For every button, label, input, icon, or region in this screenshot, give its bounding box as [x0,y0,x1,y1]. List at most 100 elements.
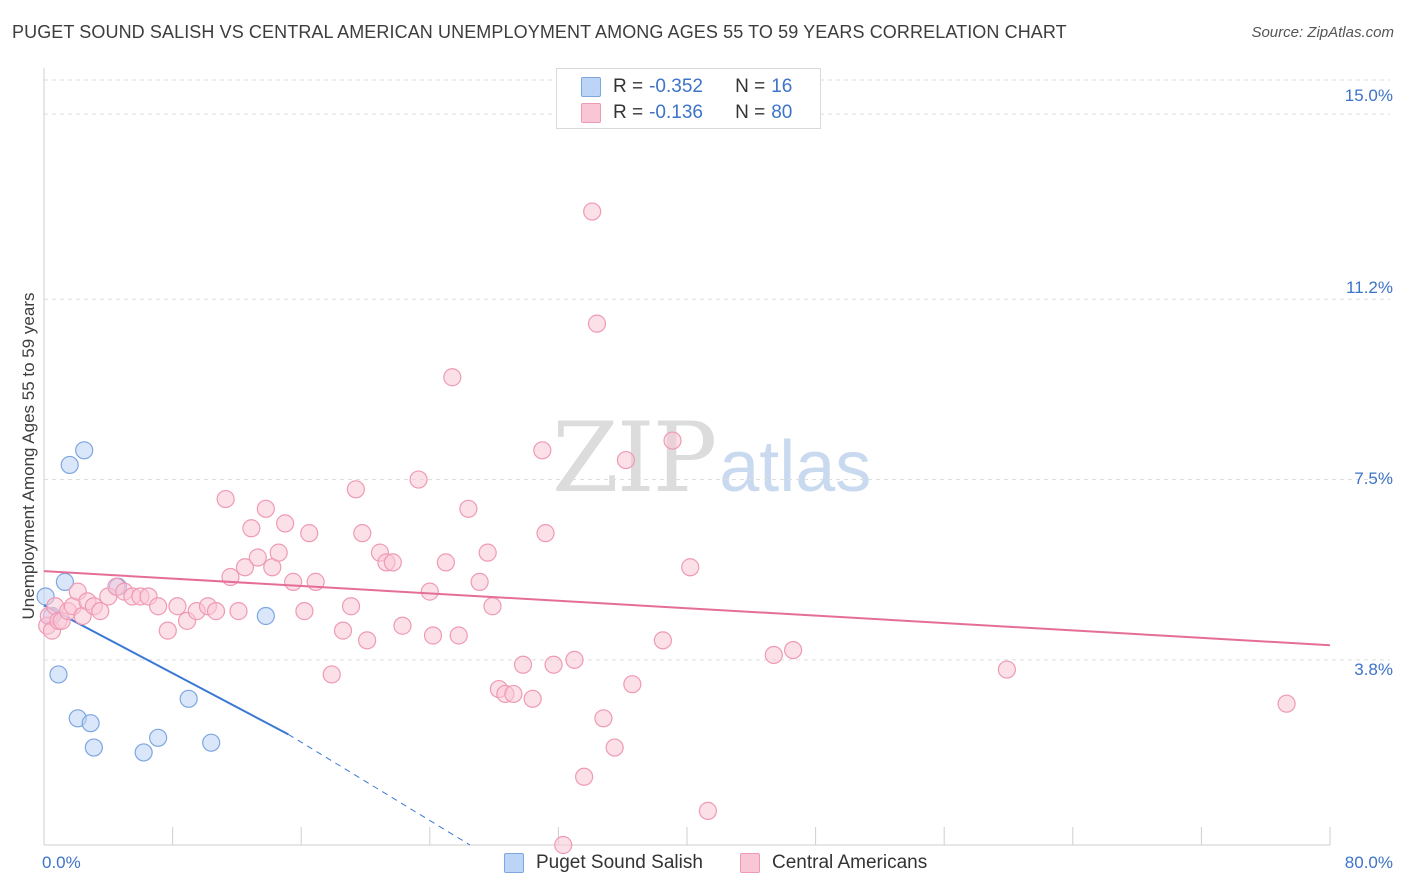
data-point [75,441,94,460]
trend-line [43,570,1331,647]
data-point [616,450,636,470]
legend-r-value: -0.352 [649,76,703,97]
data-point [276,514,295,533]
data-point [168,597,187,616]
data-point [216,489,235,509]
x-tick-label: 80.0% [1344,853,1393,872]
legend-n-label: N = [735,102,766,123]
data-point [575,767,594,786]
data-point [60,455,79,475]
y-tick-label: 7.5% [1354,469,1393,488]
legend-item-puget-sound-salish: Puget Sound Salish [504,852,703,874]
watermark-atlas: atlas [719,427,872,507]
data-point [436,553,455,572]
data-point [513,655,533,674]
y-axis-label: Unemployment Among Ages 55 to 59 years [19,292,38,620]
data-point [523,689,542,708]
data-point [663,431,682,450]
legend-item-central-americans: Central Americans [740,852,927,874]
data-point [533,441,552,460]
data-point [91,602,110,621]
data-point [300,524,319,543]
data-point [997,660,1016,679]
legend-r-label: R = [613,102,644,123]
data-point [544,655,563,674]
data-point [409,470,428,489]
data-point [681,558,700,577]
data-point [583,202,602,221]
series-legend: Puget Sound Salish Central Americans [0,852,1406,878]
data-point [504,684,523,704]
source-credit: Source: ZipAtlas.com [1251,24,1394,41]
y-tick-label: 11.2% [1346,278,1393,297]
data-point [202,733,221,752]
data-point [353,524,372,543]
data-point [149,597,168,616]
data-point [483,597,502,616]
data-point [235,558,255,577]
data-point [1277,694,1296,713]
chart-title: PUGET SOUND SALISH VS CENTRAL AMERICAN U… [12,22,1067,42]
data-point [470,572,489,591]
trend-line-extension [288,733,471,846]
legend-swatch-blue [504,853,524,873]
legend-swatch-pink [740,853,760,873]
data-point [554,835,573,855]
correlation-legend: R = -0.352 N = 16 R = -0.136 N = 80 [556,68,821,129]
data-point [149,728,168,747]
data-point [341,597,361,616]
data-point [605,738,624,757]
data-point [256,499,275,518]
data-point [55,572,74,591]
data-point [764,645,783,665]
data-point [393,616,412,635]
y-tick-label: 3.8% [1354,660,1393,679]
data-point [269,543,288,562]
data-point [229,602,248,621]
data-point [206,602,226,621]
data-point [81,714,100,733]
watermark: ZIPatlas [552,402,871,514]
data-point [248,548,267,567]
data-point [295,602,314,621]
data-point [49,665,68,684]
data-point [84,738,103,757]
data-point [322,665,341,684]
legend-n-value: 80 [771,102,793,123]
data-point [783,640,803,660]
data-point [536,524,555,543]
data-point [134,743,153,762]
data-point [459,499,478,518]
legend-row-puget-sound-salish: R = -0.352 N = 16 [581,75,792,99]
data-point [478,543,497,562]
data-point [179,689,198,708]
data-point [242,519,261,538]
data-point [698,801,717,820]
legend-swatch-pink [581,103,601,123]
y-tick-label: 15.0% [1344,86,1393,105]
x-tick-label: 0.0% [42,853,81,872]
data-point [358,631,377,650]
data-point [383,553,402,572]
data-point [346,480,365,499]
legend-item-label: Puget Sound Salish [536,852,703,873]
data-point [420,582,439,601]
data-point [449,626,468,645]
data-point [158,621,177,640]
data-point [565,650,584,669]
legend-n-label: N = [735,76,766,97]
data-point [333,621,353,640]
data-point [594,709,613,728]
legend-row-central-americans: R = -0.136 N = 80 [581,101,792,125]
data-point [284,572,303,591]
data-point [256,606,275,626]
trend-line [43,604,289,736]
data-point [587,314,607,333]
data-point [653,631,672,650]
legend-item-label: Central Americans [772,852,928,873]
legend-r-label: R = [613,76,644,97]
data-point [443,368,462,387]
legend-n-value: 16 [771,76,793,97]
data-point [423,626,443,645]
